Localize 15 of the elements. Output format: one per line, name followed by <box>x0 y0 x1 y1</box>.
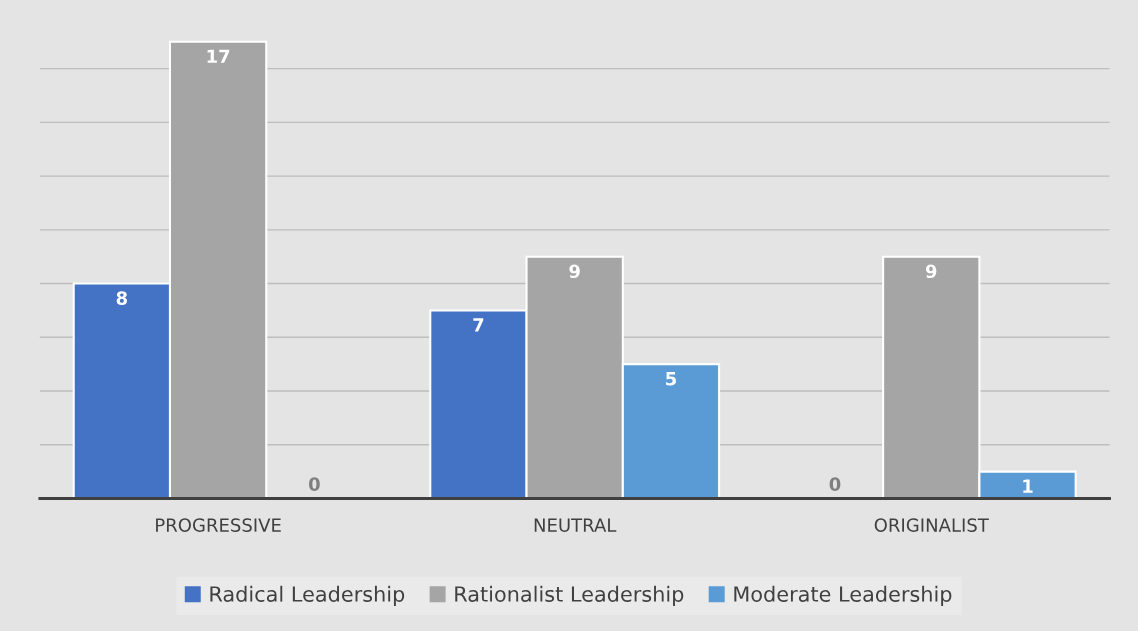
data-label: 5 <box>666 372 676 386</box>
legend-label: Moderate Leadership <box>734 585 952 606</box>
legend-label: Rationalist Leadership <box>455 585 684 606</box>
data-label: 8 <box>116 291 127 305</box>
x-tick-label: ORIGINALIST <box>874 518 989 532</box>
legend-label: Radical Leadership <box>210 585 405 606</box>
data-label: 9 <box>569 264 580 279</box>
data-label: 0 <box>308 477 320 491</box>
data-label: 0 <box>829 477 841 491</box>
x-tick-label: NEUTRAL <box>534 518 617 532</box>
data-label: 7 <box>473 318 484 332</box>
data-label: 17 <box>207 49 230 63</box>
data-label: 1 <box>1023 479 1033 493</box>
data-label: 9 <box>925 264 937 279</box>
x-tick-label: PROGRESSIVE <box>156 518 281 532</box>
